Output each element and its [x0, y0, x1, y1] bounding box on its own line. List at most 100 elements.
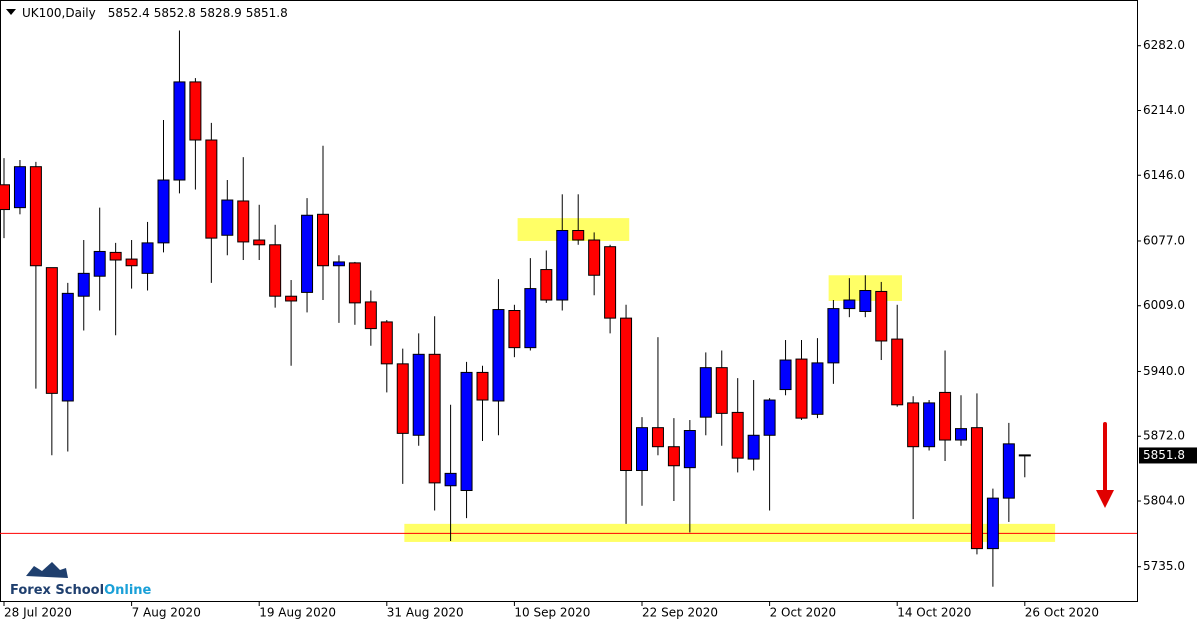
candle-body: [763, 399, 776, 436]
candle: [45, 267, 58, 456]
price-label: 5851.8: [1143, 448, 1185, 462]
candle-body: [269, 244, 282, 297]
candle: [269, 224, 282, 308]
candle-body: [970, 427, 983, 550]
candle: [109, 242, 122, 336]
candle: [986, 488, 999, 587]
candle-body: [61, 292, 74, 402]
candle: [970, 393, 983, 555]
candle-body: [1002, 443, 1015, 499]
candle-body: [348, 262, 361, 304]
candle: [61, 282, 74, 452]
candle-body: [237, 200, 250, 243]
y-tick-label: 5872.0: [1143, 429, 1185, 443]
candle: [492, 279, 505, 436]
candle-body: [556, 229, 569, 301]
x-tick-label: 2 Oct 2020: [770, 606, 837, 620]
y-tick-label: 6214.0: [1143, 103, 1185, 117]
candle: [1018, 454, 1031, 478]
candle-body: [364, 301, 377, 330]
candle: [955, 395, 967, 446]
candle-body: [285, 295, 298, 302]
candle: [651, 337, 664, 456]
candle-body: [747, 434, 760, 460]
candle-body: [301, 214, 314, 293]
candle-body: [683, 430, 696, 469]
candle: [907, 396, 920, 520]
symbol: UK100,Daily: [22, 6, 96, 20]
candle-body: [891, 338, 904, 406]
candle: [348, 261, 361, 325]
candle: [125, 240, 138, 289]
zone: [517, 218, 630, 241]
candle: [923, 400, 936, 451]
candle: [540, 250, 553, 303]
candle: [301, 198, 314, 313]
x-tick-label: 26 Oct 2020: [1025, 606, 1099, 620]
candle: [763, 398, 776, 511]
candle-body: [939, 391, 952, 441]
candle-body: [1018, 454, 1031, 457]
logo: Forex SchoolOnline: [10, 562, 152, 598]
candle: [699, 352, 712, 436]
candle-body: [205, 139, 218, 239]
candle-body: [412, 353, 425, 436]
x-tick-label: 10 Sep 2020: [514, 606, 590, 620]
y-tick-label: 6282.0: [1143, 38, 1185, 52]
candle-body: [779, 359, 792, 391]
candle: [843, 278, 856, 318]
candle-body: [93, 250, 106, 277]
candle: [604, 244, 617, 334]
candle-body: [189, 81, 202, 141]
y-tick-label: 5735.0: [1143, 559, 1185, 573]
candle: [731, 378, 744, 473]
candle-body: [253, 239, 266, 246]
close-value: 5851.8: [246, 6, 288, 20]
candle: [253, 204, 266, 261]
candle: [588, 232, 601, 296]
candle: [380, 320, 393, 393]
brand-main: Forex School: [10, 583, 104, 598]
x-tick-label: 14 Oct 2020: [897, 606, 971, 620]
candle: [556, 194, 569, 311]
candle-body: [77, 272, 90, 297]
candle-body: [428, 353, 441, 484]
candle-body: [795, 358, 808, 419]
y-tick-label: 6146.0: [1143, 168, 1185, 182]
candle-body: [827, 308, 840, 364]
candle: [332, 255, 345, 323]
x-tick-label: 28 Jul 2020: [4, 606, 72, 620]
candle-body: [173, 81, 186, 181]
candle-body: [715, 367, 728, 414]
x-tick-label: 7 Aug 2020: [132, 606, 201, 620]
candle-body: [29, 166, 42, 267]
candle-body: [620, 317, 633, 472]
candle-body: [986, 497, 999, 550]
y-tick-label: 5804.0: [1143, 493, 1185, 507]
candle: [0, 158, 10, 239]
candle-body: [588, 239, 601, 276]
header: UK100,Daily 5852.4 5852.8 5828.9 5851.8: [22, 6, 288, 20]
candle: [205, 122, 218, 283]
x-tick-label: 19 Aug 2020: [259, 606, 336, 620]
candle: [939, 350, 952, 461]
candle-body: [508, 310, 521, 349]
candle: [141, 221, 154, 291]
candle-body: [875, 290, 888, 342]
open-value: 5852.4: [108, 6, 150, 20]
candle: [93, 207, 106, 311]
candle-body: [45, 267, 58, 394]
candle: [29, 161, 42, 389]
candle-body: [540, 269, 553, 301]
candle-body: [317, 213, 329, 267]
candle-body: [604, 246, 617, 319]
candle: [13, 160, 26, 215]
candle-body: [444, 472, 457, 487]
candle: [508, 304, 521, 358]
candle: [827, 300, 840, 384]
candle: [795, 340, 808, 421]
x-tick-label: 31 Aug 2020: [387, 606, 464, 620]
y-tick-label: 5940.0: [1143, 364, 1185, 378]
